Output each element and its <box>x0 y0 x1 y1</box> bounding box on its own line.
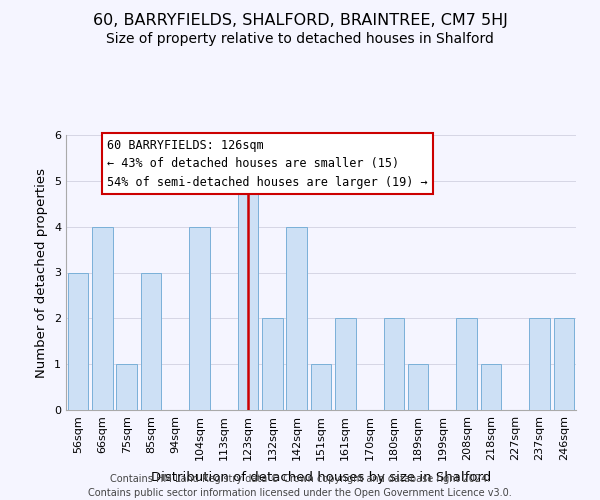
Bar <box>383 318 404 410</box>
Bar <box>481 364 502 410</box>
Bar <box>92 226 113 410</box>
X-axis label: Distribution of detached houses by size in Shalford: Distribution of detached houses by size … <box>151 471 491 484</box>
Bar <box>457 318 477 410</box>
Bar <box>311 364 331 410</box>
Bar <box>140 272 161 410</box>
Bar <box>408 364 428 410</box>
Bar <box>335 318 356 410</box>
Text: Size of property relative to detached houses in Shalford: Size of property relative to detached ho… <box>106 32 494 46</box>
Y-axis label: Number of detached properties: Number of detached properties <box>35 168 49 378</box>
Bar <box>286 226 307 410</box>
Text: 60 BARRYFIELDS: 126sqm
← 43% of detached houses are smaller (15)
54% of semi-det: 60 BARRYFIELDS: 126sqm ← 43% of detached… <box>107 138 428 188</box>
Text: 60, BARRYFIELDS, SHALFORD, BRAINTREE, CM7 5HJ: 60, BARRYFIELDS, SHALFORD, BRAINTREE, CM… <box>92 12 508 28</box>
Bar <box>238 181 259 410</box>
Bar <box>189 226 210 410</box>
Bar <box>68 272 88 410</box>
Bar <box>262 318 283 410</box>
Bar <box>554 318 574 410</box>
Bar <box>116 364 137 410</box>
Text: Contains HM Land Registry data © Crown copyright and database right 2024.
Contai: Contains HM Land Registry data © Crown c… <box>88 474 512 498</box>
Bar <box>529 318 550 410</box>
